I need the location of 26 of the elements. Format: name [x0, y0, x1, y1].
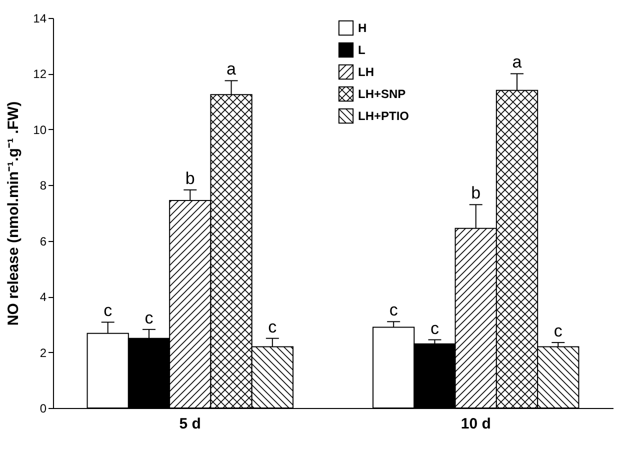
data-label: a	[226, 60, 237, 79]
data-label: b	[471, 184, 481, 203]
legend-label: LH+SNP	[358, 87, 406, 101]
y-tick-label: 8	[40, 178, 47, 193]
x-tick-label: 10 d	[460, 416, 491, 432]
y-tick-label: 4	[40, 290, 47, 304]
data-label: b	[185, 168, 195, 188]
y-axis-title: NO release (nmol.min⁻¹.g⁻¹ .FW)	[5, 101, 22, 326]
y-tick-label: 12	[33, 67, 47, 82]
data-label: c	[430, 318, 440, 338]
y-tick-label: 6	[40, 234, 47, 248]
legend-label: LH	[358, 65, 374, 79]
x-tick-label: 5 d	[179, 416, 201, 432]
data-label: c	[144, 308, 154, 328]
legend-label: LH+PTIO	[358, 109, 410, 123]
y-tick-label: 10	[33, 122, 47, 137]
y-tick-label: 14	[33, 12, 47, 26]
y-tick-label: 0	[40, 402, 47, 416]
legend-label: L	[358, 43, 366, 57]
data-label: a	[512, 52, 522, 72]
data-label: c	[268, 317, 278, 336]
y-tick-label: 2	[40, 346, 47, 360]
data-label: c	[554, 322, 563, 341]
data-label: c	[104, 301, 113, 320]
legend-label: H	[358, 21, 367, 35]
data-label: c	[389, 300, 398, 320]
